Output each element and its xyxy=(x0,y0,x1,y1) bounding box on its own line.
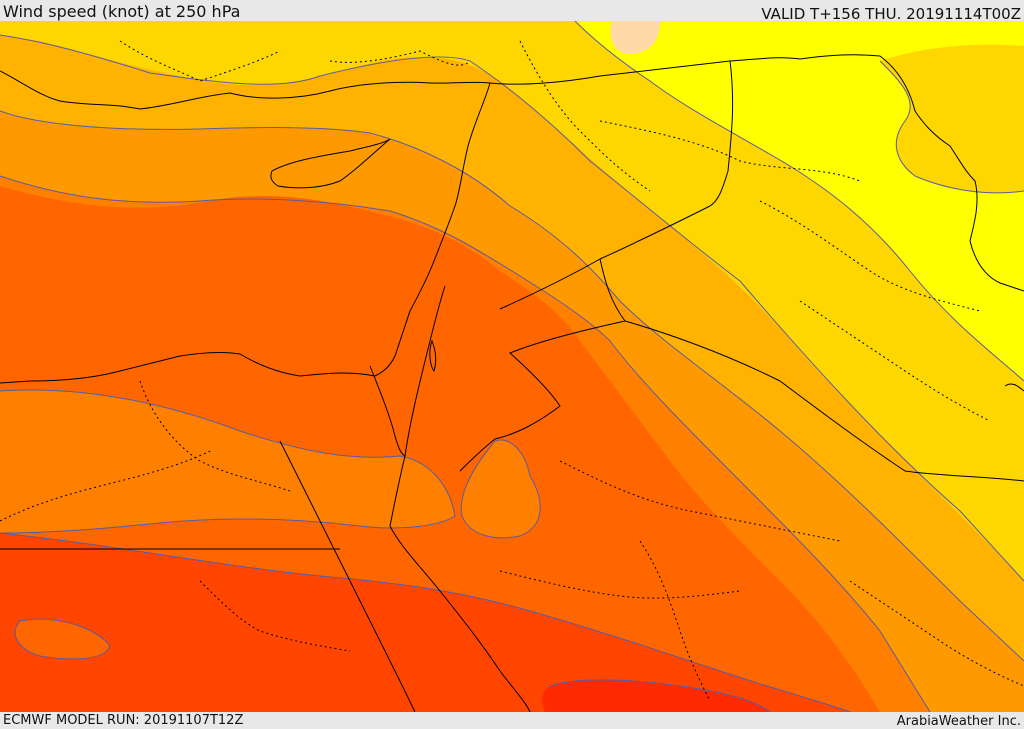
border-israel-jordan xyxy=(404,285,446,457)
border-iraq-iran xyxy=(879,55,1024,292)
band-0-patch xyxy=(610,21,660,54)
admin-boundary-3 xyxy=(519,40,651,192)
border-turkey-syria xyxy=(489,54,881,85)
admin-boundary-8 xyxy=(0,450,211,522)
admin-boundary-4 xyxy=(599,120,861,182)
admin-boundary-6 xyxy=(799,300,991,422)
contour-line-9 xyxy=(14,618,111,660)
map-title: Wind speed (knot) at 250 hPa xyxy=(3,2,241,21)
footer-bar: ECMWF MODEL RUN: 20191107T12Z ArabiaWeat… xyxy=(0,712,1024,729)
contour-line-7 xyxy=(460,439,541,539)
coastline-levant xyxy=(374,82,491,377)
coastline-turkey xyxy=(0,70,491,110)
border-saudi-iraq xyxy=(599,258,1024,482)
admin-boundary-5 xyxy=(759,200,981,312)
border-jordan-saudi xyxy=(459,320,626,472)
border-jordan-syria xyxy=(499,258,601,310)
band-2-patch-east xyxy=(880,44,1024,193)
admin-boundary-11 xyxy=(849,580,1024,687)
border-egypt-israel xyxy=(369,365,406,457)
border-jordan-iraq xyxy=(599,205,711,260)
border-syria-iraq xyxy=(709,60,734,207)
dead-sea xyxy=(429,339,437,373)
contour-line-4 xyxy=(0,110,1024,662)
valid-time-label: VALID T+156 THU. 20191114T00Z xyxy=(761,5,1021,23)
band-8-patch xyxy=(542,679,770,712)
admin-boundary-2 xyxy=(329,50,471,66)
coastline-egypt xyxy=(0,352,376,384)
band-2-area xyxy=(0,21,1024,712)
band-5-strip-egypt xyxy=(0,390,455,533)
coastline-cyprus xyxy=(270,138,391,189)
admin-boundary-7 xyxy=(139,380,291,492)
band-5-patch-saudi xyxy=(461,440,541,538)
contour-line-3 xyxy=(879,60,1024,194)
contour-line-10 xyxy=(549,679,771,712)
wind-speed-map[interactable] xyxy=(0,21,1024,712)
coastline-gulf xyxy=(1004,383,1024,392)
admin-boundary-12 xyxy=(199,580,351,652)
credit-label: ArabiaWeather Inc. xyxy=(896,714,1021,729)
contour-line-8 xyxy=(0,532,851,712)
contour-line-5 xyxy=(0,175,931,712)
band-7-area xyxy=(0,533,850,712)
admin-boundary-9 xyxy=(499,570,741,599)
contour-line-1 xyxy=(0,34,1024,582)
header-bar: Wind speed (knot) at 250 hPa VALID T+156… xyxy=(0,0,1024,23)
coastline-redsea-west xyxy=(279,440,416,712)
model-run-label: ECMWF MODEL RUN: 20191107T12Z xyxy=(3,713,244,728)
contour-line-6 xyxy=(0,389,456,534)
admin-boundary-1 xyxy=(119,40,281,82)
coastline-redsea-east xyxy=(389,455,531,712)
